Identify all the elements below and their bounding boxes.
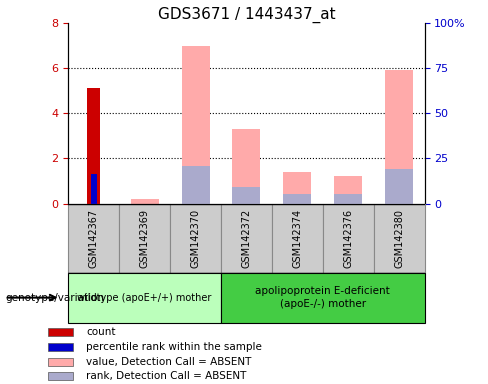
Text: GSM142367: GSM142367 (89, 209, 99, 268)
Text: genotype/variation: genotype/variation (5, 293, 104, 303)
Bar (323, 204, 374, 273)
Text: GSM142369: GSM142369 (140, 209, 150, 268)
Bar (334, 195, 362, 204)
Bar (272, 204, 323, 273)
Bar (170, 204, 221, 273)
Text: GSM142372: GSM142372 (242, 209, 251, 268)
Bar (87, 88, 100, 204)
Text: value, Detection Call = ABSENT: value, Detection Call = ABSENT (86, 357, 252, 367)
Bar (48, 358, 73, 366)
Text: GSM142374: GSM142374 (292, 209, 303, 268)
Text: GSM142380: GSM142380 (394, 209, 404, 268)
Bar (221, 204, 272, 273)
Bar (91, 174, 97, 204)
Bar (232, 129, 261, 204)
Text: GSM142370: GSM142370 (190, 209, 201, 268)
Text: GSM142376: GSM142376 (343, 209, 353, 268)
Text: rank, Detection Call = ABSENT: rank, Detection Call = ABSENT (86, 371, 246, 381)
Bar (374, 204, 425, 273)
Bar (68, 204, 119, 273)
Bar (284, 195, 311, 204)
Bar (68, 273, 221, 323)
Text: count: count (86, 327, 116, 337)
Title: GDS3671 / 1443437_at: GDS3671 / 1443437_at (158, 7, 335, 23)
Bar (334, 177, 362, 204)
Bar (284, 172, 311, 204)
Bar (48, 343, 73, 351)
Bar (131, 199, 159, 204)
Text: apolipoprotein E-deficient
(apoE-/-) mother: apolipoprotein E-deficient (apoE-/-) mot… (255, 286, 390, 309)
Text: wildtype (apoE+/+) mother: wildtype (apoE+/+) mother (78, 293, 212, 303)
Bar (182, 46, 209, 204)
Bar (385, 169, 413, 204)
Bar (232, 187, 261, 204)
Bar (48, 372, 73, 380)
Text: percentile rank within the sample: percentile rank within the sample (86, 342, 262, 352)
Bar (182, 166, 209, 204)
Bar (119, 204, 170, 273)
Bar (221, 273, 425, 323)
Bar (385, 70, 413, 204)
Bar (48, 328, 73, 336)
